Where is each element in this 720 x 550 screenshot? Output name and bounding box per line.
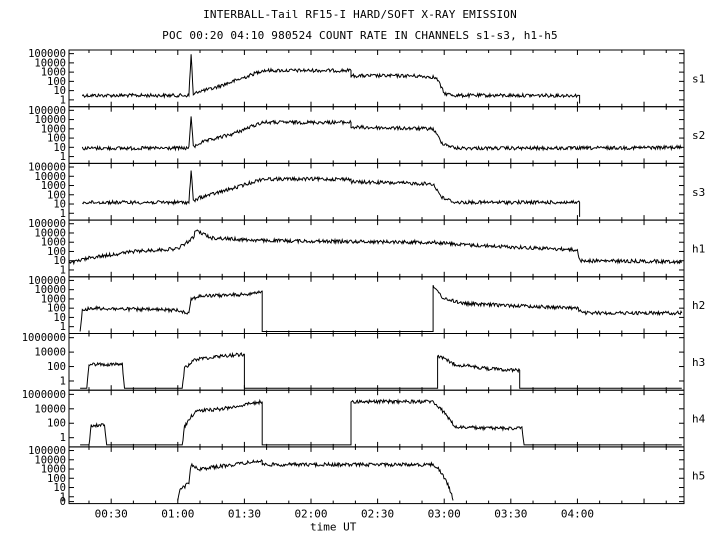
x-tick-label: 01:00 (161, 508, 194, 521)
y-tick-label-s1: 10 (53, 85, 66, 97)
panel-label-h4: h4 (692, 413, 706, 426)
panel-label-h1: h1 (692, 242, 705, 255)
panel-frame-s2 (68, 106, 685, 164)
y-tick-label-s1: 1000 (41, 67, 66, 79)
y-tick-label-h1: 10000 (34, 227, 66, 239)
y-tick-label-h3: 100 (47, 361, 66, 373)
y-tick-label-h4: 100 (47, 418, 66, 430)
panel-frame-h2 (68, 276, 685, 334)
y-tick-label-s3: 10 (53, 199, 66, 211)
x-tick-label: 03:00 (428, 508, 461, 521)
panel-frame-h1 (68, 219, 685, 278)
series-line-s1 (81, 54, 581, 104)
panel-frame-h5 (68, 446, 685, 505)
y-tick-label-s1: 1 (60, 94, 66, 106)
series-line-s2 (81, 116, 683, 152)
y-tick-label-s1: 100000 (28, 48, 66, 60)
y-tick-label-s3: 1000 (41, 180, 66, 192)
panel-frame-s3 (68, 162, 685, 221)
y-tick-label-s3: 100000 (28, 162, 66, 174)
panel-frame-s1 (68, 49, 685, 108)
y-tick-label-h3: 10000 (34, 347, 66, 359)
y-tick-label-h5: 100000 (28, 445, 66, 457)
y-tick-label-s2: 10000 (34, 114, 66, 126)
y-tick-label-h1: 1 (60, 264, 66, 276)
series-line-s3 (82, 170, 581, 217)
y-tick-label-h2: 10000 (34, 284, 66, 296)
panel-label-h3: h3 (692, 356, 705, 369)
x-tick-label: 02:30 (361, 508, 394, 521)
y-tick-label-h5: 0 (60, 496, 66, 508)
x-tick-label: 02:00 (294, 508, 327, 521)
series-line-h5 (177, 459, 454, 501)
y-tick-label-s1: 100 (47, 76, 66, 88)
y-tick-label-h5: 10000 (34, 454, 66, 466)
y-tick-label-h1: 100000 (28, 218, 66, 230)
y-tick-label-h2: 1000 (41, 293, 66, 305)
x-tick-label: 03:30 (494, 508, 527, 521)
y-tick-label-h4: 10000 (34, 403, 66, 415)
series-line-h1 (68, 229, 683, 266)
y-tick-label-h2: 10 (53, 312, 66, 324)
y-tick-label-s3: 100 (47, 189, 66, 201)
y-tick-label-h4: 1000000 (22, 389, 66, 401)
panel-label-s3: s3 (692, 186, 705, 199)
y-tick-label-s2: 1 (60, 151, 66, 163)
y-tick-label-h2: 100000 (28, 275, 66, 287)
series-line-h4 (80, 398, 682, 446)
panel-label-h2: h2 (692, 299, 705, 312)
x-tick-label: 01:30 (228, 508, 261, 521)
y-tick-label-s2: 100000 (28, 105, 66, 117)
y-tick-label-h5: 100 (47, 473, 66, 485)
series-line-h3 (80, 351, 682, 389)
y-tick-label-h4: 1 (60, 432, 66, 444)
panel-label-s1: s1 (692, 72, 705, 85)
panel-label-s2: s2 (692, 129, 705, 142)
y-tick-label-h1: 1000 (41, 237, 66, 249)
x-tick-label: 00:30 (95, 508, 128, 521)
x-tick-label: 04:00 (561, 508, 594, 521)
y-tick-label-h2: 1 (60, 321, 66, 333)
y-tick-label-s3: 10000 (34, 171, 66, 183)
y-tick-label-h3: 1 (60, 375, 66, 387)
y-tick-label-h5: 1 (60, 491, 66, 503)
y-tick-label-h1: 10 (53, 255, 66, 267)
x-axis-label: time UT (310, 521, 357, 534)
panel-frame-h3 (68, 333, 685, 391)
y-tick-label-h1: 100 (47, 246, 66, 258)
y-tick-label-h3: 1000000 (22, 332, 66, 344)
y-tick-label-s1: 10000 (34, 57, 66, 69)
chart-title: INTERBALL-Tail RF15-I HARD/SOFT X-RAY EM… (203, 8, 517, 21)
y-tick-label-h5: 10 (53, 482, 66, 494)
y-tick-label-s2: 100 (47, 133, 66, 145)
y-tick-label-s3: 1 (60, 208, 66, 220)
panel-frame-h4 (68, 389, 685, 448)
series-line-h2 (79, 285, 683, 332)
y-tick-label-s2: 10 (53, 142, 66, 154)
chart-subtitle: POC 00:20 04:10 980524 COUNT RATE IN CHA… (162, 29, 558, 42)
y-tick-label-s2: 1000 (41, 123, 66, 135)
y-tick-label-h5: 1000 (41, 464, 66, 476)
panel-label-h5: h5 (692, 469, 705, 482)
y-tick-label-h2: 100 (47, 303, 66, 315)
